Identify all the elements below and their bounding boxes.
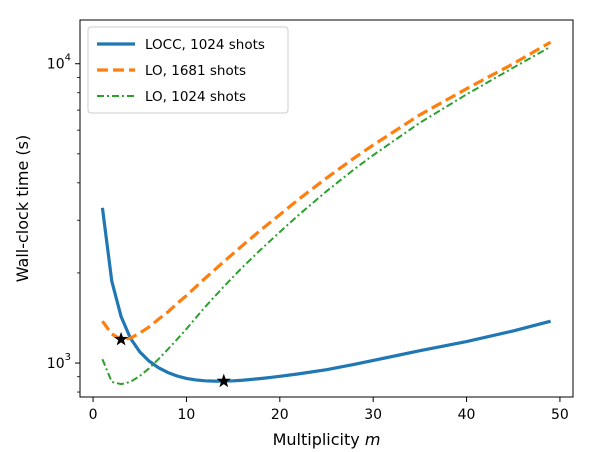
legend-box xyxy=(87,26,289,114)
x-tick-label: 20 xyxy=(271,407,289,423)
legend-label: LO, 1024 shots xyxy=(145,89,246,105)
axes-frame xyxy=(79,19,574,398)
x-axis-label-text: Multiplicity xyxy=(273,430,360,449)
x-tick-label: 0 xyxy=(89,407,98,423)
x-tick-label: 50 xyxy=(551,407,569,423)
y-axis-label: Wall-clock time (s) xyxy=(13,135,32,283)
x-tick-label: 30 xyxy=(364,407,382,423)
y-axis-ticks: 103 104 xyxy=(47,53,80,372)
legend-label: LOCC, 1024 shots xyxy=(145,37,265,53)
legend-label: LO, 1681 shots xyxy=(145,63,246,79)
series-line-1 xyxy=(100,207,551,383)
legend: LOCC, 1024 shots LO, 1681 shots LO, 1024 s… xyxy=(87,26,289,114)
optimum-markers xyxy=(113,331,231,388)
series-line-3 xyxy=(101,45,552,386)
y-tick-label: 103 xyxy=(47,352,71,372)
star-marker xyxy=(216,373,231,388)
x-tick-label: 10 xyxy=(178,407,196,423)
x-axis-label: Multiplicity m xyxy=(273,430,381,449)
x-axis-ticks: 0 10 20 30 40 50 xyxy=(89,397,569,423)
y-tick-label: 104 xyxy=(47,53,71,73)
x-axis-label-var: m xyxy=(365,430,381,449)
x-tick-label: 40 xyxy=(458,407,476,423)
star-marker xyxy=(113,331,129,346)
plot-lines xyxy=(100,40,552,386)
